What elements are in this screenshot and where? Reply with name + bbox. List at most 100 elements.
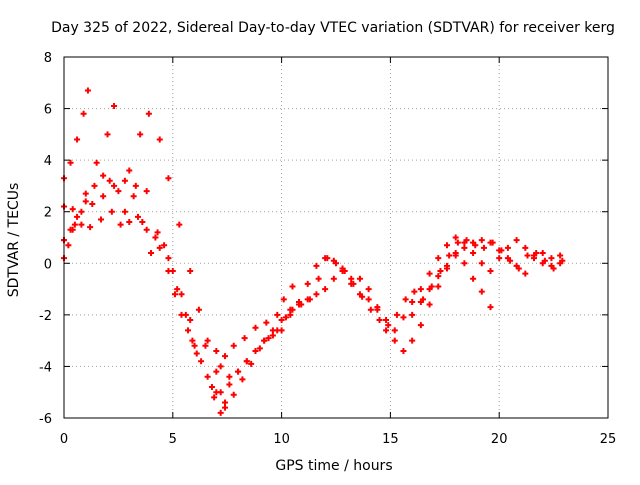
data-point <box>222 399 229 406</box>
data-point <box>143 188 150 195</box>
data-point <box>74 213 81 220</box>
data-point <box>400 347 407 354</box>
data-point <box>365 296 372 303</box>
data-point <box>217 363 224 370</box>
data-point <box>187 268 194 275</box>
data-point <box>211 394 218 401</box>
series-track-6 <box>121 193 200 357</box>
data-point <box>393 311 400 318</box>
data-point <box>217 389 224 396</box>
data-point <box>278 327 285 334</box>
data-point <box>239 376 246 383</box>
data-point <box>132 182 139 189</box>
data-point <box>82 198 89 205</box>
data-point <box>304 296 311 303</box>
y-tick-label: -6 <box>39 412 52 427</box>
data-point <box>222 404 229 411</box>
data-point <box>296 301 303 308</box>
data-point <box>470 239 477 246</box>
series-track-3 <box>61 110 229 411</box>
data-point <box>145 110 152 117</box>
data-point <box>87 224 94 231</box>
data-point <box>356 275 363 282</box>
y-tick-label: 8 <box>44 51 52 66</box>
data-point <box>182 311 189 318</box>
data-point <box>263 319 270 326</box>
data-point <box>193 350 200 357</box>
data-point <box>531 255 538 262</box>
data-point <box>137 131 144 138</box>
data-point <box>165 255 172 262</box>
data-point <box>313 262 320 269</box>
series-track-11 <box>409 237 564 318</box>
data-point <box>522 244 529 251</box>
data-point <box>217 409 224 416</box>
y-tick-label: 6 <box>44 103 52 118</box>
data-point <box>174 286 181 293</box>
data-point <box>313 291 320 298</box>
data-point <box>171 291 178 298</box>
data-point <box>496 247 503 254</box>
data-point <box>226 381 233 388</box>
data-point <box>470 275 477 282</box>
data-point <box>322 286 329 293</box>
data-point <box>230 391 237 398</box>
data-point <box>191 342 198 349</box>
data-point <box>391 327 398 334</box>
data-point <box>365 286 372 293</box>
data-point <box>111 102 118 109</box>
data-point <box>315 275 322 282</box>
data-point <box>161 242 168 249</box>
data-point <box>539 249 546 256</box>
data-point <box>348 275 355 282</box>
data-point <box>222 353 229 360</box>
data-point <box>496 255 503 262</box>
data-point <box>74 136 81 143</box>
data-point <box>409 311 416 318</box>
x-tick-label: 20 <box>491 432 508 447</box>
data-point <box>93 159 100 166</box>
data-point <box>411 288 418 295</box>
data-point <box>417 322 424 329</box>
y-tick-label: 4 <box>44 154 52 169</box>
data-point <box>356 291 363 298</box>
data-point <box>461 244 468 251</box>
data-point <box>198 358 205 365</box>
data-point <box>256 345 263 352</box>
data-point <box>409 337 416 344</box>
data-point <box>287 311 294 318</box>
data-point <box>143 226 150 233</box>
data-point <box>213 368 220 375</box>
data-point <box>282 314 289 321</box>
data-point <box>504 244 511 251</box>
data-point <box>252 347 259 354</box>
data-point <box>106 177 113 184</box>
data-point <box>330 275 337 282</box>
data-point <box>243 358 250 365</box>
data-point <box>226 373 233 380</box>
data-point <box>330 257 337 264</box>
data-point <box>178 291 185 298</box>
data-point <box>195 306 202 313</box>
data-point <box>208 384 215 391</box>
data-point <box>557 252 564 259</box>
data-point <box>557 260 564 267</box>
data-point <box>169 268 176 275</box>
data-point <box>69 206 76 213</box>
data-point <box>278 317 285 324</box>
data-point <box>67 159 74 166</box>
data-point <box>454 239 461 246</box>
data-point <box>524 252 531 259</box>
data-point <box>65 242 72 249</box>
data-point <box>139 219 146 226</box>
data-point <box>185 327 192 334</box>
x-tick-label: 10 <box>273 432 290 447</box>
data-point <box>487 268 494 275</box>
data-point <box>417 298 424 305</box>
data-point <box>446 252 453 259</box>
data-point <box>348 280 355 287</box>
data-point <box>289 283 296 290</box>
data-point <box>426 270 433 277</box>
data-point <box>269 327 276 334</box>
